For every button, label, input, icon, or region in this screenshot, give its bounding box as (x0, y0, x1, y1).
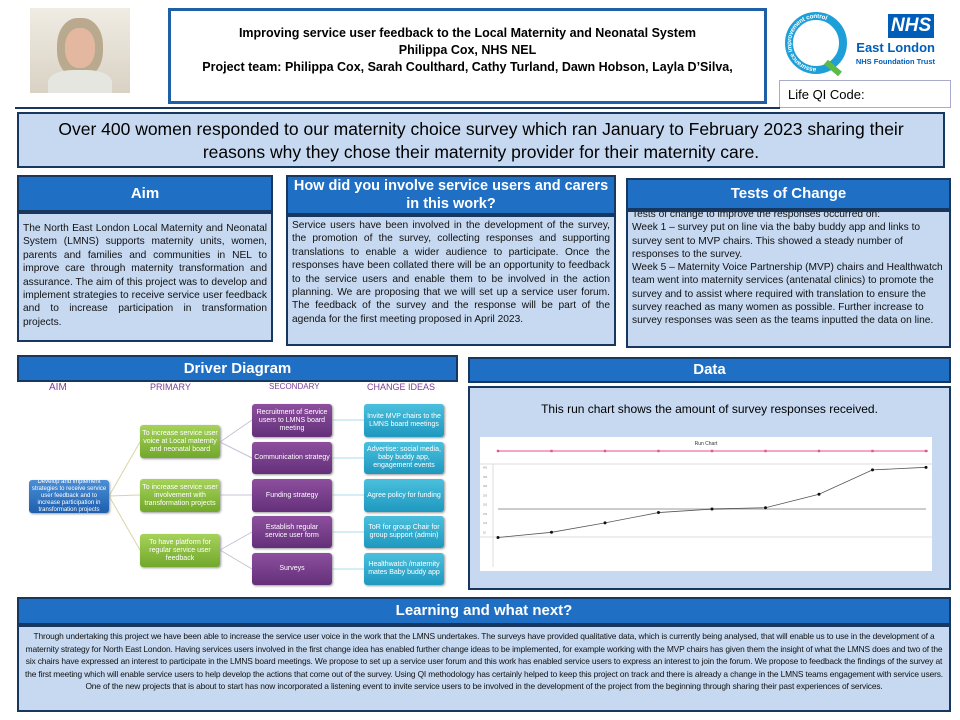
qi-logo-text-path: assurance improvement control (786, 13, 829, 73)
primary-node: To increase service user involvement wit… (140, 479, 220, 512)
data-caption: This run chart shows the amount of surve… (541, 402, 878, 416)
change-idea-node: Invite MVP chairs to the LMNS board meet… (364, 404, 444, 437)
secondary-node: Funding strategy (252, 479, 332, 512)
life-qi-code: Life QI Code: (779, 80, 951, 108)
driver-diagram: AIM PRIMARY SECONDARY CHANGE IDEAS Devel… (17, 382, 458, 590)
tests-header: Tests of Change (626, 178, 951, 210)
headline-text: Over 400 women responded to our maternit… (58, 119, 904, 162)
data-point (710, 507, 714, 511)
change-idea-node: Advertise: social media, baby buddy app,… (364, 442, 444, 474)
primary-node: To have platform for regular service use… (140, 534, 220, 567)
driver-header: Driver Diagram (17, 355, 458, 382)
project-team: Project team: Philippa Cox, Sarah Coulth… (202, 60, 733, 74)
pink-marker (603, 449, 607, 453)
y-tick-label: 100 (483, 522, 488, 525)
connector-lines (108, 419, 364, 570)
primary-node: To increase service user voice at Local … (140, 425, 220, 458)
tests-body: Tests of change to improve the responses… (626, 210, 951, 348)
pink-marker (550, 449, 553, 453)
y-tick-label: 200 (483, 504, 488, 507)
qi-logo: assurance improvement control (785, 12, 847, 77)
data-header: Data (468, 357, 951, 383)
tests-line: Week 5 – Maternity Voice Partnership (MV… (632, 262, 943, 327)
y-tick-label: 400 (483, 467, 488, 470)
pink-marker (764, 449, 767, 453)
life-qi-label: Life QI Code: (788, 87, 865, 102)
learning-body: Through undertaking this project we have… (17, 625, 951, 712)
qi-logo-text: assurance improvement control (786, 13, 829, 73)
learning-header: Learning and what next? (17, 597, 951, 625)
poster-author: Philippa Cox, NHS NEL (398, 43, 537, 57)
pink-marker (496, 449, 500, 453)
title-box: Improving service user feedback to the L… (168, 8, 767, 104)
series-line (497, 466, 927, 538)
aim-node: Develop and implement strategies to rece… (29, 479, 109, 513)
data-point (924, 465, 928, 469)
pink-marker (710, 449, 714, 453)
secondary-node: Communication strategy (252, 442, 332, 474)
pink-marker (924, 449, 928, 453)
y-tick-label: 350 (483, 476, 488, 479)
aim-header: Aim (17, 175, 273, 212)
divider (15, 107, 780, 109)
y-tick-label: 150 (483, 513, 488, 516)
data-point (817, 492, 821, 496)
secondary-node: Establish regular service user form (252, 516, 332, 548)
change-idea-node: Agree policy for funding (364, 479, 444, 512)
trust-sub: NHS Foundation Trust (855, 57, 935, 66)
data-point (657, 511, 660, 515)
poster-title: Improving service user feedback to the L… (238, 26, 697, 40)
involve-body: Service users have been involved in the … (286, 215, 616, 346)
headline-box: Over 400 women responded to our maternit… (17, 112, 945, 168)
data-point (496, 535, 500, 539)
tests-line: Tests of change to improve the responses… (632, 210, 881, 220)
y-tick-label: 300 (483, 485, 488, 488)
aim-body: The North East London Local Maternity an… (17, 212, 273, 342)
secondary-node: Recruitment of Service users to LMNS boa… (252, 404, 332, 437)
run-chart: Run Chart 50 100 150 200 250 300 350 400 (480, 437, 932, 571)
data-point (550, 530, 553, 534)
col-change-ideas: CHANGE IDEAS (367, 382, 436, 392)
y-tick-label: 50 (483, 531, 486, 534)
data-body: This run chart shows the amount of surve… (468, 386, 951, 590)
involve-header: How did you involve service users and ca… (286, 175, 616, 215)
trust-name: East London (856, 40, 935, 55)
data-point (871, 468, 874, 472)
change-idea-node: Healthwatch /maternity mates Baby buddy … (364, 553, 444, 585)
change-idea-node: ToR for group Chair for group support (a… (364, 516, 444, 548)
y-tick-label: 250 (483, 494, 488, 497)
author-photo (30, 8, 130, 93)
tests-line: Week 1 – survey put on line via the baby… (632, 222, 921, 260)
col-aim: AIM (49, 382, 67, 393)
nhs-logo: NHS (888, 14, 935, 38)
pink-marker (871, 449, 874, 453)
pink-marker (657, 449, 660, 453)
chart-title: Run Chart (695, 441, 718, 447)
pink-marker (817, 449, 821, 453)
data-point (603, 521, 607, 525)
data-point (764, 506, 767, 510)
secondary-node: Surveys (252, 553, 332, 585)
col-secondary: SECONDARY (269, 382, 320, 391)
col-primary: PRIMARY (150, 382, 191, 392)
